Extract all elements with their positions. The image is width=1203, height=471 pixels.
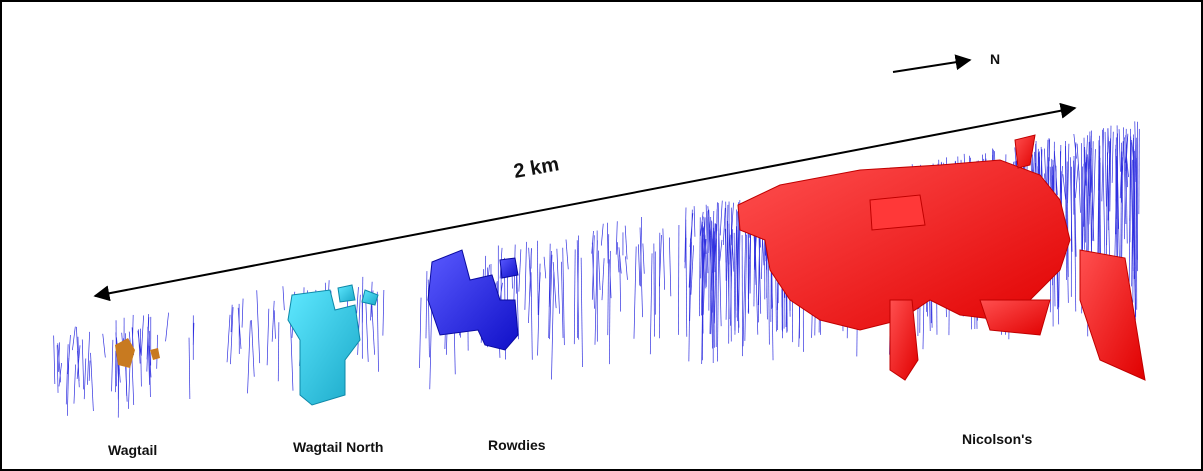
deposit-label: Wagtail (108, 442, 157, 458)
north-label: N (990, 51, 1000, 67)
deposit-label: Rowdies (488, 437, 546, 453)
figure: N 2 km Wagtail Wagtail North Rowdies Nic… (0, 0, 1203, 471)
deposit-label: Wagtail North (293, 439, 383, 455)
deposit-label: Nicolson's (962, 431, 1032, 447)
